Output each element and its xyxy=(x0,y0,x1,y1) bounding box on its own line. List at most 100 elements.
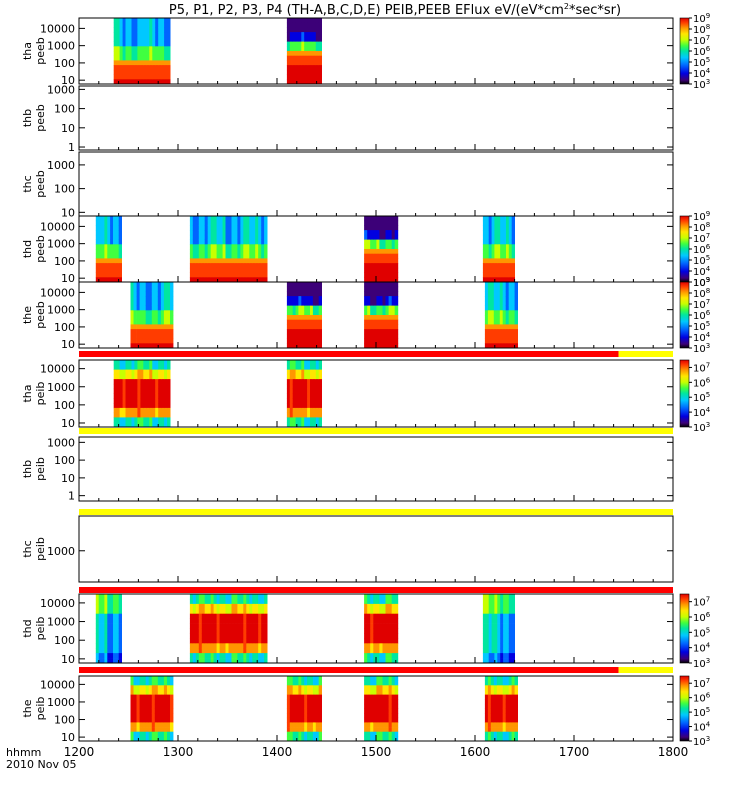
heatmap-cell xyxy=(140,65,144,71)
heatmap-cell xyxy=(508,603,513,610)
heatmap-cell xyxy=(307,329,311,335)
heatmap-cell xyxy=(394,338,399,344)
heatmap-cell xyxy=(216,277,220,283)
heatmap-cell xyxy=(295,319,299,325)
heatmap-cell xyxy=(301,699,305,705)
heatmap-cell xyxy=(143,65,147,71)
heatmap-cell xyxy=(503,653,507,659)
heatmap-cell xyxy=(315,369,320,375)
heatmap-cell xyxy=(493,717,498,723)
heatmap-cell xyxy=(370,216,374,222)
heatmap-cell xyxy=(391,713,396,719)
heatmap-cell xyxy=(496,333,501,339)
heatmap-cell xyxy=(198,653,203,659)
heatmap-cell xyxy=(231,633,235,639)
heatmap-cell xyxy=(385,603,389,610)
heatmap-cell xyxy=(222,648,226,654)
heatmap-cell xyxy=(289,422,294,428)
colorbar-label: 106 xyxy=(693,45,711,58)
heatmap-cell xyxy=(484,685,489,691)
heatmap-cell xyxy=(107,258,111,264)
heatmap-cell xyxy=(379,338,383,344)
heatmap-cell xyxy=(122,60,126,66)
heatmap-cell xyxy=(493,727,498,733)
heatmap-cell xyxy=(158,46,162,52)
heatmap-cell xyxy=(160,731,165,737)
heatmap-cell xyxy=(249,258,253,264)
heatmap-cell xyxy=(139,680,143,686)
heatmap-cell xyxy=(240,643,244,649)
heatmap-cell xyxy=(216,263,220,269)
heatmap-cell xyxy=(246,225,250,231)
heatmap-cell xyxy=(292,310,296,316)
heatmap-cell xyxy=(107,220,111,226)
heatmap-cell xyxy=(155,46,159,52)
heatmap-cell xyxy=(261,249,265,255)
heatmap-cell xyxy=(157,291,162,297)
heatmap-cell xyxy=(222,623,226,629)
heatmap-cell xyxy=(508,258,513,264)
heatmap-cell xyxy=(508,731,513,737)
heatmap-cell xyxy=(152,369,156,375)
heatmap-cell xyxy=(310,319,314,325)
heatmap-cell xyxy=(249,653,253,659)
heatmap-cell xyxy=(128,398,132,404)
heatmap-cell xyxy=(143,407,147,414)
heatmap-cell xyxy=(264,244,268,250)
heatmap-cell xyxy=(213,230,217,236)
heatmap-cell xyxy=(493,282,498,288)
heatmap-cell xyxy=(148,296,153,302)
heatmap-cell xyxy=(310,676,314,681)
heatmap-cell xyxy=(231,658,235,664)
heatmap-cell xyxy=(128,412,132,418)
heatmap-cell xyxy=(198,220,203,226)
heatmap-cell xyxy=(113,608,117,615)
heatmap-cell xyxy=(160,722,165,728)
heatmap-cell xyxy=(155,69,159,75)
panel-label-instrument: peib xyxy=(34,697,47,721)
heatmap-cell xyxy=(119,417,123,423)
heatmap-cell xyxy=(213,608,217,615)
heatmap-cell xyxy=(310,736,314,742)
heatmap-cell xyxy=(298,338,302,344)
heatmap-cell xyxy=(385,296,389,302)
heatmap-cell xyxy=(237,277,241,283)
heatmap-cell xyxy=(139,717,143,723)
heatmap-cell xyxy=(155,41,159,47)
heatmap-cell xyxy=(286,708,291,714)
heatmap-cell xyxy=(255,258,259,264)
heatmap-cell xyxy=(240,225,244,231)
heatmap-cell xyxy=(148,680,153,686)
heatmap-cell xyxy=(394,731,399,737)
heatmap-cell xyxy=(128,27,132,33)
colorbar-label-exponent: 4 xyxy=(706,67,711,75)
heatmap-cell xyxy=(115,249,120,255)
heatmap-cell xyxy=(289,717,294,723)
heatmap-cell xyxy=(373,258,377,264)
heatmap-cell xyxy=(318,55,322,61)
heatmap-cell xyxy=(370,267,374,273)
heatmap-cell xyxy=(490,685,495,691)
heatmap-cell xyxy=(161,46,165,52)
heatmap-cell xyxy=(367,694,371,700)
heatmap-cell xyxy=(157,319,162,325)
heatmap-cell xyxy=(491,258,495,264)
heatmap-cell xyxy=(289,69,294,75)
heatmap-cell xyxy=(373,343,377,349)
heatmap-cell xyxy=(131,46,135,52)
heatmap-cell xyxy=(379,282,383,288)
heatmap-cell xyxy=(315,282,320,288)
heatmap-cell xyxy=(167,383,171,390)
heatmap-cell xyxy=(234,608,238,615)
heatmap-cell xyxy=(307,393,311,399)
heatmap-cell xyxy=(496,713,501,719)
heatmap-cell xyxy=(385,653,389,659)
heatmap-cell xyxy=(210,608,215,615)
heatmap-cell xyxy=(104,234,108,240)
heatmap-cell xyxy=(388,263,393,269)
heatmap-cell xyxy=(158,422,162,428)
heatmap-cell xyxy=(496,727,501,733)
heatmap-cell xyxy=(98,623,102,629)
heatmap-cell xyxy=(307,18,311,24)
heatmap-cell xyxy=(154,713,159,719)
